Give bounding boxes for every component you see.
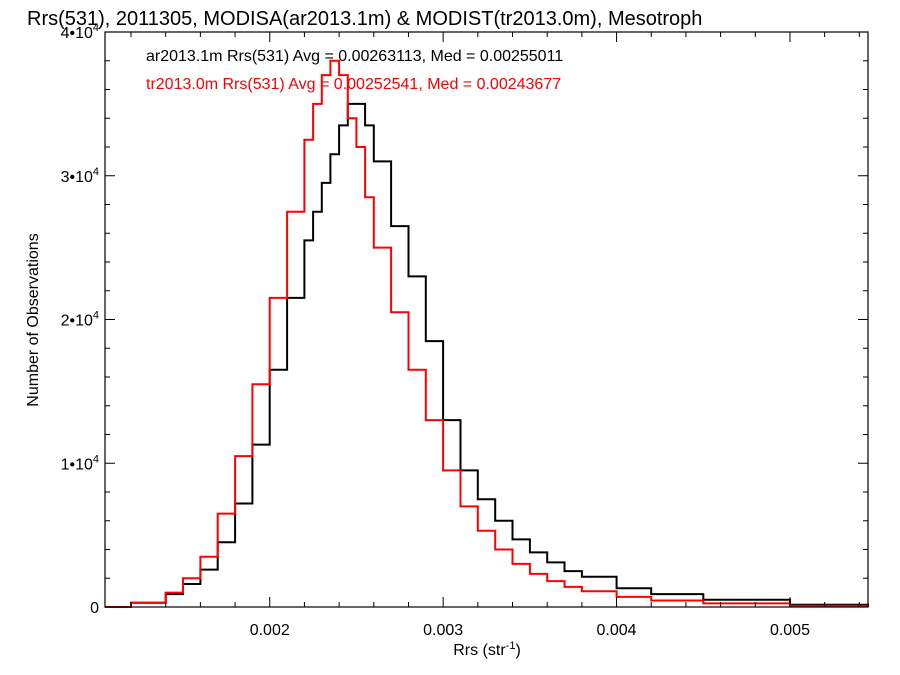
x-tick-label: 0.005 [770,622,810,639]
legend-entry: tr2013.0m Rrs(531) Avg = 0.00252541, Med… [146,76,561,93]
x-tick-label: 0.002 [250,622,290,639]
chart-title: Rrs(531), 2011305, MODISA(ar2013.1m) & M… [27,8,702,30]
x-axis-label: Rrs (str-1) [453,640,521,659]
x-axis-ticks: 0.002 0.003 0.004 0.005 [130,32,860,639]
y-tick-label: 4•104 [61,22,99,42]
legend-entry: ar2013.1m Rrs(531) Avg = 0.00263113, Med… [146,48,563,65]
y-tick-label: 2•104 [61,310,99,330]
x-tick-label: 0.003 [423,622,463,639]
y-tick-label: 3•104 [61,166,99,186]
x-axis-label-superscript: -1 [506,640,516,652]
x-tick-label: 0.004 [597,622,637,639]
plot-frame [104,31,869,608]
y-tick-label: 1•104 [61,453,99,473]
y-axis-ticks: 0 1•104 2•104 3•104 4•104 [61,22,868,617]
y-axis-label: Number of Observations [25,233,42,406]
series-line-0 [105,102,869,608]
series-line-1 [105,59,869,608]
legend: ar2013.1m Rrs(531) Avg = 0.00263113, Med… [146,48,563,93]
series-group [105,59,869,608]
y-tick-label: 0 [90,600,99,617]
